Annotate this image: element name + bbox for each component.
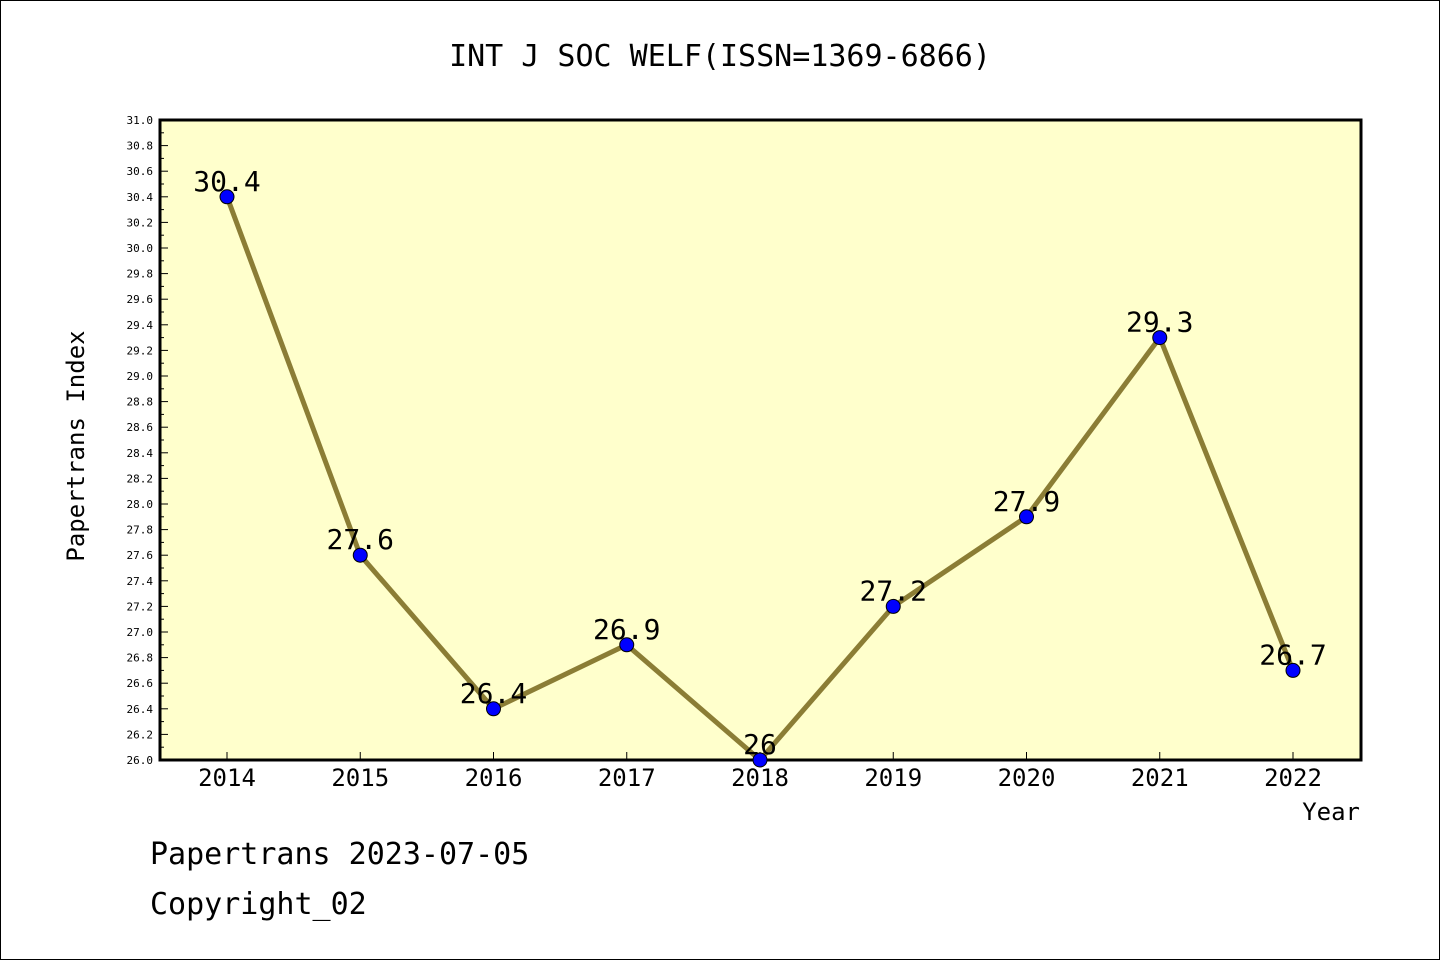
data-label: 27.2 [860, 574, 927, 607]
y-tick-label: 29.0 [127, 370, 154, 383]
y-tick-label: 30.2 [127, 216, 154, 229]
y-tick-label: 30.6 [127, 165, 154, 178]
data-labels: 30.4 27.6 26.4 26.9 26 27.2 27.9 29.3 26.7 [193, 165, 1326, 761]
y-tick-label: 28.0 [127, 498, 154, 511]
data-point [619, 637, 635, 653]
x-tick-label: 2014 [198, 764, 256, 792]
x-axis-label: Year [1302, 798, 1360, 826]
x-tick-label: 2019 [864, 764, 922, 792]
data-label: 30.4 [193, 165, 260, 198]
x-tick-label: 2015 [331, 764, 389, 792]
data-point [219, 189, 235, 205]
data-markers [219, 189, 1301, 768]
y-tick-label: 26.0 [127, 754, 154, 767]
x-tick-label: 2022 [1264, 764, 1322, 792]
y-tick-label: 30.4 [127, 191, 154, 204]
y-axis-ticks: 26.0 26.2 26.4 26.6 26.8 27.0 27.2 27.4 27.6 27.8… [127, 114, 168, 767]
y-tick-label: 28.2 [127, 472, 154, 485]
x-tick-label: 2021 [1131, 764, 1189, 792]
y-tick-label: 27.8 [127, 524, 154, 537]
y-tick-label: 28.8 [127, 396, 154, 409]
data-label: 27.9 [993, 485, 1060, 518]
data-point [486, 701, 501, 717]
y-tick-label: 28.4 [127, 447, 154, 460]
y-tick-label: 27.4 [127, 575, 154, 588]
y-tick-label: 30.0 [127, 242, 154, 255]
y-tick-label: 29.8 [127, 268, 154, 281]
y-tick-label: 28.6 [127, 421, 154, 434]
x-tick-label: 2016 [465, 764, 523, 792]
y-tick-label: 29.4 [127, 319, 154, 332]
footer-date: Papertrans 2023-07-05 [150, 837, 529, 872]
y-tick-label: 30.8 [127, 140, 154, 153]
x-tick-label: 2017 [598, 764, 656, 792]
y-tick-label: 26.6 [127, 677, 154, 690]
data-point [885, 598, 901, 614]
y-tick-label: 31.0 [127, 114, 154, 127]
footer-copyright: Copyright_02 [150, 887, 367, 922]
data-label: 26 [743, 728, 777, 761]
plot-area [158, 118, 1363, 762]
data-point [1285, 662, 1301, 678]
y-tick-label: 27.2 [127, 600, 154, 613]
y-tick-label: 27.6 [127, 549, 154, 562]
data-label: 26.4 [460, 677, 527, 710]
data-point [1019, 509, 1034, 525]
data-label: 27.6 [327, 523, 394, 556]
x-tick-label: 2020 [998, 764, 1056, 792]
y-tick-label: 27.0 [127, 626, 154, 639]
y-axis-label: Papertrans Index [62, 330, 90, 561]
x-axis-ticks: 2014 2015 2016 2017 2018 2019 2020 2021 2022 [198, 752, 1322, 792]
data-label: 26.9 [593, 613, 660, 646]
data-label: 29.3 [1126, 306, 1193, 339]
data-label: 26.7 [1259, 638, 1326, 671]
chart-title: INT J SOC WELF(ISSN=1369-6866) [449, 39, 991, 74]
y-tick-label: 29.6 [127, 293, 154, 306]
data-point [352, 547, 368, 563]
y-tick-label: 26.2 [127, 728, 154, 741]
y-tick-label: 26.4 [127, 703, 154, 716]
data-point [1152, 330, 1168, 346]
y-tick-label: 29.2 [127, 344, 154, 357]
y-tick-label: 26.8 [127, 652, 154, 665]
data-point [752, 752, 768, 768]
x-tick-label: 2018 [731, 764, 789, 792]
